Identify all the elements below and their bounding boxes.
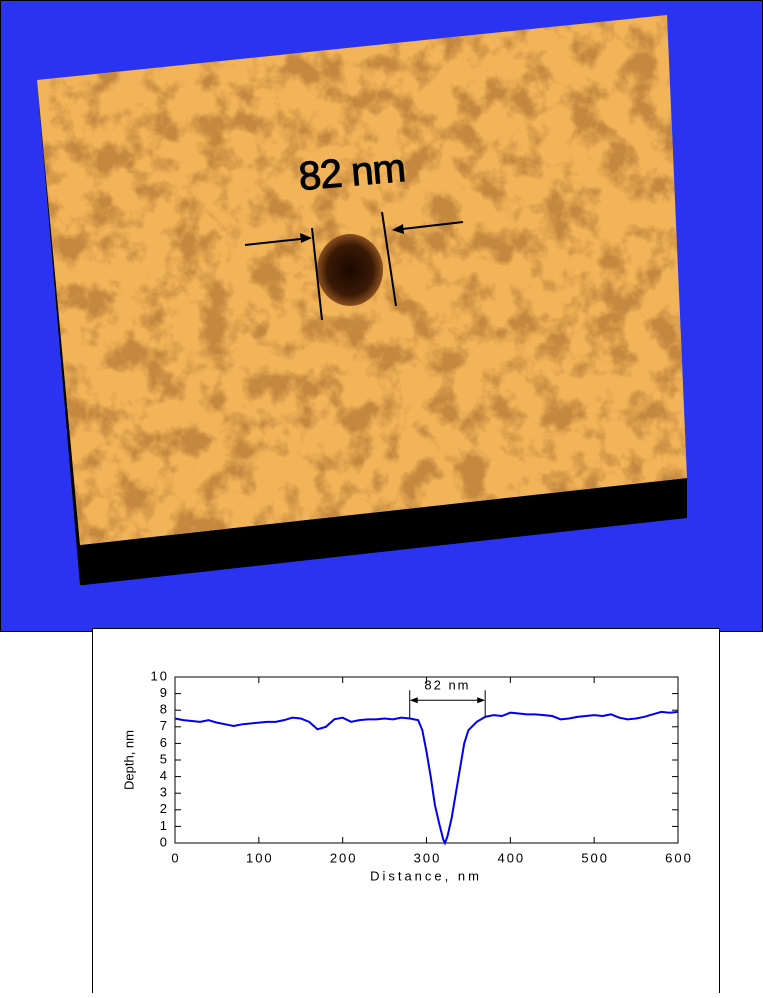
x-tick-label: 300 bbox=[414, 850, 442, 865]
image-annotation: 82 nm bbox=[297, 146, 407, 199]
x-tick-label: 400 bbox=[497, 850, 525, 865]
y-tick-label: 3 bbox=[160, 785, 169, 800]
y-tick-label: 1 bbox=[160, 818, 169, 833]
page: 82 nm Depth, nm Distance, nm 01234567891… bbox=[0, 0, 763, 993]
x-axis-label: Distance, nm bbox=[370, 868, 482, 883]
x-tick-label: 100 bbox=[246, 850, 274, 865]
annotation-label: 82 nm bbox=[424, 678, 470, 693]
y-axis-label: Depth, nm bbox=[121, 730, 136, 790]
x-tick-label: 500 bbox=[581, 850, 609, 865]
y-tick-label: 2 bbox=[160, 801, 169, 816]
x-tick-label: 600 bbox=[665, 850, 693, 865]
y-tick-label: 9 bbox=[160, 685, 169, 700]
y-tick-label: 0 bbox=[160, 834, 169, 849]
y-tick-label: 5 bbox=[160, 751, 169, 766]
chart-panel bbox=[93, 629, 720, 994]
y-tick-label: 4 bbox=[160, 768, 169, 783]
pit bbox=[317, 234, 383, 306]
figure: 82 nm Depth, nm Distance, nm 01234567891… bbox=[0, 0, 763, 993]
y-tick-label: 6 bbox=[160, 735, 169, 750]
x-tick-label: 200 bbox=[330, 850, 358, 865]
x-tick-label: 0 bbox=[171, 850, 180, 865]
y-tick-label: 10 bbox=[151, 668, 169, 683]
y-tick-label: 7 bbox=[160, 718, 169, 733]
y-tick-label: 8 bbox=[160, 702, 169, 717]
